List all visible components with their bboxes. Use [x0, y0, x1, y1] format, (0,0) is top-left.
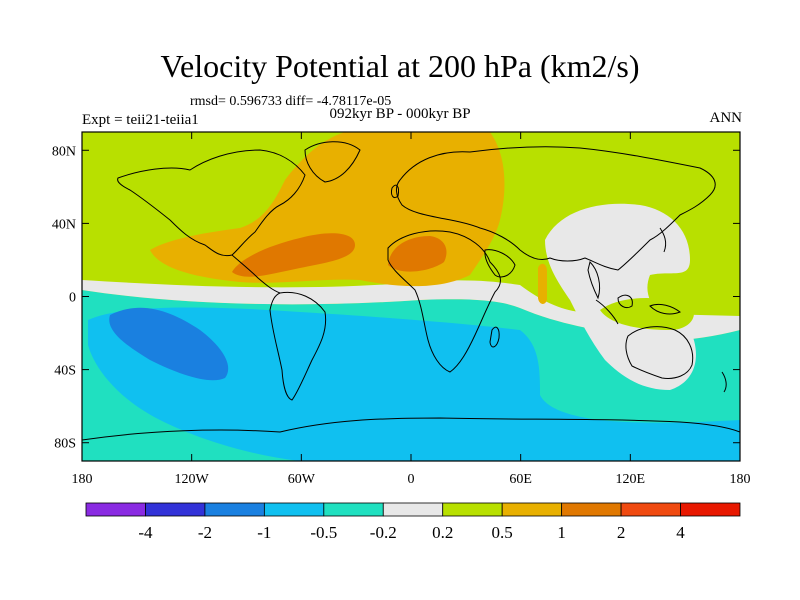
colorbar-label: -0.2: [370, 523, 397, 542]
colorbar-swatch: [382, 502, 444, 517]
field-white-band: [82, 280, 740, 341]
coast-north-america: [117, 149, 306, 257]
coast-africa: [387, 230, 501, 373]
coastlines: [82, 141, 740, 441]
colorbar-swatch: [145, 502, 206, 517]
colorbar-swatch: [204, 502, 265, 517]
coast-greenland: [304, 141, 361, 183]
colorbar-label: 4: [676, 523, 685, 542]
coast-central-america: [231, 254, 281, 294]
coast-new-zealand: [721, 371, 727, 393]
coast-borneo: [617, 294, 633, 309]
field-blue-south: [109, 307, 229, 381]
colorbar-label: -2: [198, 523, 212, 542]
lon-tick-label: 60W: [288, 472, 316, 487]
stats-text: rmsd= 0.596733 diff= -4.78117e-05: [190, 94, 392, 109]
lon-tick-label: 180: [730, 472, 751, 487]
colorbar-swatch: [561, 502, 622, 517]
axis-ticks: 80N 40N 0 40S 80S 180 120W 60W 0 60E 120E 180: [52, 132, 751, 487]
coast-australia: [625, 326, 694, 379]
lat-tick-label: 0: [69, 291, 76, 306]
experiment-label: Expt = teii21-teiia1: [82, 112, 199, 128]
colorbar-label: -0.5: [310, 523, 337, 542]
coast-japan: [659, 227, 667, 253]
coast-arabia: [484, 249, 516, 278]
field-orange-india: [538, 263, 547, 304]
colorbar-swatch: [85, 502, 146, 517]
lon-tick-label: 120W: [175, 472, 210, 487]
lon-tick-label: 120E: [616, 472, 646, 487]
lat-tick-label: 40S: [54, 364, 76, 379]
colorbar: -4 -2 -1 -0.5 -0.2 0.2 0.5 1 2 4: [85, 502, 741, 542]
contour-field: [82, 132, 740, 461]
field-green-maritime: [600, 298, 694, 330]
lon-tick-label: 0: [408, 472, 415, 487]
field-darkorange-sahara: [388, 236, 447, 272]
coast-british-isles: [391, 184, 399, 199]
coast-eurasia: [396, 146, 716, 271]
lon-tick-label: 180: [72, 472, 93, 487]
colorbar-swatch: [620, 502, 681, 517]
colorbar-swatch: [442, 502, 503, 517]
colorbar-label: 0.2: [432, 523, 453, 542]
colorbar-label: -1: [257, 523, 271, 542]
colorbar-label: 1: [557, 523, 566, 542]
lat-tick-label: 40N: [52, 217, 76, 232]
chart-title: Velocity Potential at 200 hPa (km2/s): [160, 48, 640, 84]
season-label: ANN: [709, 110, 743, 126]
coast-new-guinea: [649, 303, 682, 315]
colorbar-label: 0.5: [492, 523, 513, 542]
colorbar-swatch: [680, 502, 741, 517]
colorbar-swatch: [323, 502, 384, 517]
colorbar-swatch: [501, 502, 563, 517]
colorbar-swatch: [263, 502, 325, 517]
coast-sumatra: [595, 299, 619, 325]
colorbar-label: 2: [617, 523, 626, 542]
period-text: 092kyr BP - 000kyr BP: [329, 106, 471, 122]
coast-south-america: [269, 291, 327, 401]
field-darkorange-caribbean: [232, 233, 355, 277]
coast-madagascar: [489, 326, 500, 348]
lon-tick-label: 60E: [509, 472, 532, 487]
coast-antarctica: [82, 417, 740, 441]
coast-indochina: [587, 261, 601, 300]
lat-tick-label: 80N: [52, 144, 76, 159]
colorbar-label: -4: [138, 523, 153, 542]
field-lightblue-south: [88, 307, 740, 461]
lat-tick-label: 80S: [54, 437, 76, 452]
